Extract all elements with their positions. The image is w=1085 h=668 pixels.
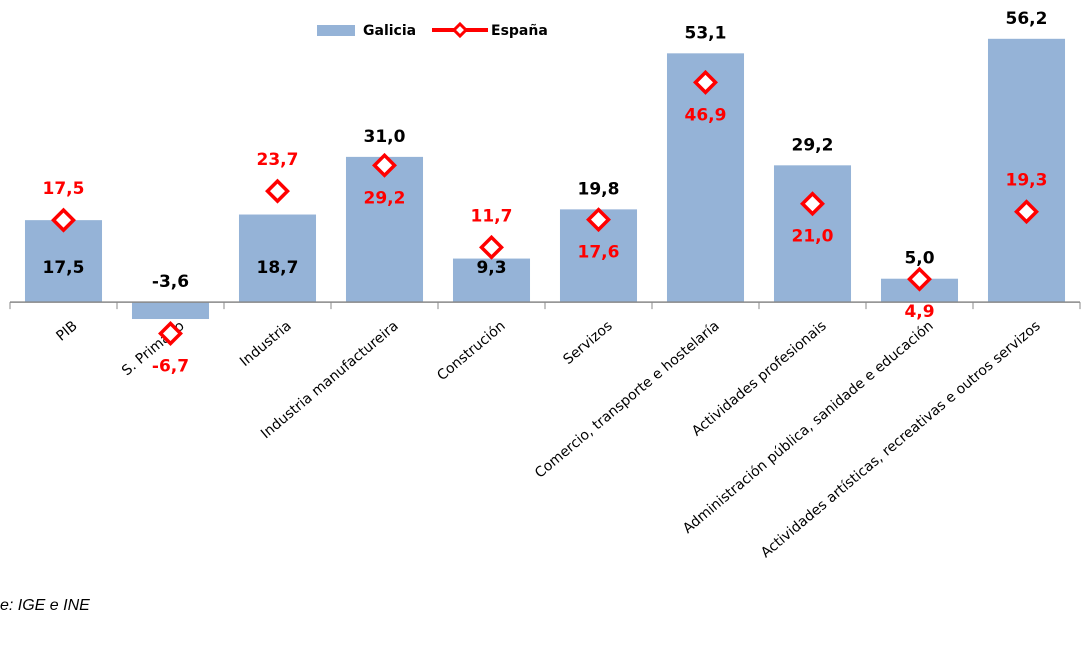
data-label: 11,7 xyxy=(471,206,513,226)
data-label: 31,0 xyxy=(364,127,406,147)
legend-label: España xyxy=(491,23,548,39)
legend-swatch xyxy=(317,25,355,36)
marker xyxy=(800,191,825,217)
data-label: -3,6 xyxy=(152,272,189,292)
bar xyxy=(238,214,317,303)
data-label: 9,3 xyxy=(476,258,506,278)
legend-label: Galicia xyxy=(363,23,416,39)
bar xyxy=(131,302,210,320)
data-label: 23,7 xyxy=(257,150,299,170)
data-label: 19,8 xyxy=(578,179,620,199)
data-label: 19,3 xyxy=(1006,171,1048,191)
data-label: -6,7 xyxy=(152,357,189,377)
marker xyxy=(158,321,183,347)
marker xyxy=(693,69,718,95)
x-tick-label: Administración pública, sanidade e educa… xyxy=(680,318,937,537)
bar xyxy=(345,156,424,303)
bar xyxy=(987,38,1066,303)
marker xyxy=(1014,199,1039,225)
data-label: 17,5 xyxy=(43,179,85,199)
data-label: 29,2 xyxy=(792,135,834,155)
data-label: 17,6 xyxy=(578,243,620,263)
data-label: 21,0 xyxy=(792,227,834,247)
marker xyxy=(51,207,76,233)
bar xyxy=(452,258,531,303)
x-tick-label: Industria xyxy=(237,318,295,370)
data-label: 17,5 xyxy=(43,258,85,278)
marker xyxy=(265,178,290,204)
data-label: 56,2 xyxy=(1006,9,1048,29)
x-tick-label: Servizos xyxy=(560,318,615,368)
data-label: 18,7 xyxy=(257,258,299,278)
data-label: 53,1 xyxy=(685,23,727,43)
marker xyxy=(586,207,611,233)
data-label: 4,9 xyxy=(904,302,934,322)
data-label: 29,2 xyxy=(364,188,406,208)
marker xyxy=(372,152,397,178)
bar xyxy=(773,165,852,303)
marker xyxy=(907,266,932,292)
x-tick-label: Comercio, transporte e hostelaría xyxy=(532,318,723,482)
x-tick-label: Construción xyxy=(434,318,508,384)
bar xyxy=(24,220,103,303)
x-tick-label: PIB xyxy=(53,318,80,345)
marker xyxy=(479,234,504,260)
source: e: IGE e INE xyxy=(0,597,90,614)
legend-marker xyxy=(451,21,469,39)
data-label: 46,9 xyxy=(685,105,727,125)
data-label: 5,0 xyxy=(904,249,934,269)
